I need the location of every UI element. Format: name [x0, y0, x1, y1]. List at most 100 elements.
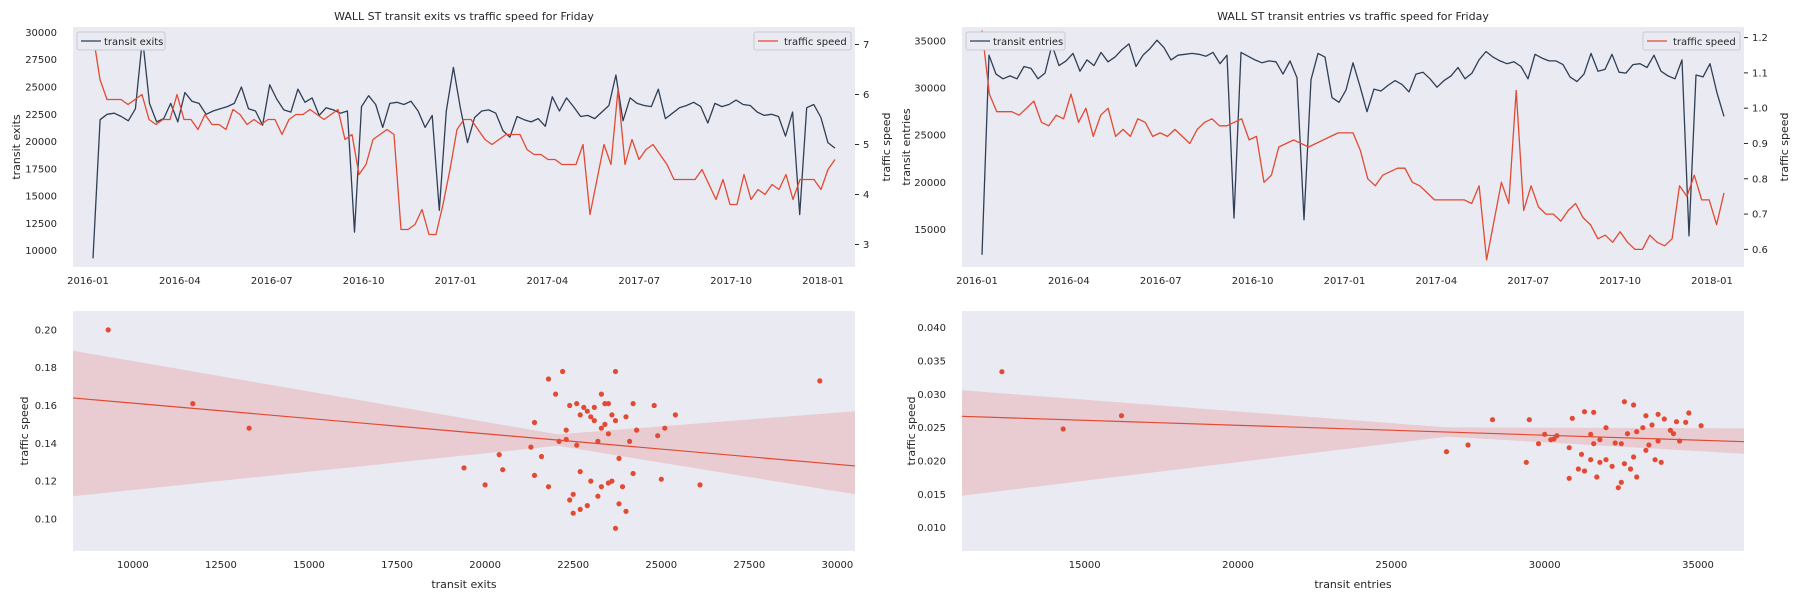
- x-axis-ticks: 2016-01 2016-04 2016-07 2016-10 2017-01 2017-…: [67, 276, 844, 287]
- scatter-point: [598, 391, 605, 397]
- legend-right: traffic speed: [1642, 31, 1741, 51]
- series-line-transit-entries: [981, 39, 1725, 255]
- scatter-point: [577, 412, 583, 418]
- scatter-point: [545, 484, 552, 490]
- y2-tick-label: 1.1: [1752, 68, 1768, 79]
- scatter-point: [556, 438, 562, 444]
- y-axis-ticks: 10000 12500 15000 17500 20000 22500 25000 27500…: [25, 28, 57, 257]
- scatter-point: [1542, 431, 1548, 437]
- y2-tick-label: 3: [863, 240, 869, 251]
- scatter-point: [570, 510, 576, 516]
- y-axis-ticks: 0.010 0.015 0.020 0.025 0.030 0.035 0.040: [917, 323, 946, 534]
- scatter-point: [560, 368, 566, 375]
- y2-tick-label: 0.6: [1752, 245, 1768, 256]
- y-axis-label: transit entries: [900, 108, 913, 186]
- y-axis-label: transit exits: [10, 114, 23, 180]
- x-tick-label: 2017-04: [526, 276, 568, 287]
- y2-tick-label: 1.0: [1752, 104, 1768, 115]
- scatter-point: [1673, 419, 1680, 425]
- scatter-point: [482, 482, 488, 488]
- scatter-point: [1643, 413, 1649, 419]
- scatter-point: [1618, 441, 1624, 447]
- scatter-point: [605, 431, 612, 437]
- x-tick-label: 2017-01: [1324, 276, 1366, 287]
- x-axis-ticks: 15000 20000 25000 30000 35000: [1069, 560, 1714, 571]
- scatter-point: [655, 433, 661, 439]
- panel-exits-scatter: transit exits traffic speed 10000 12500 15…: [18, 311, 856, 591]
- scatter-point: [563, 436, 569, 443]
- scatter-point: [1677, 438, 1683, 444]
- y-axis-ticks: 0.10 0.12 0.14 0.16 0.18 0.20: [35, 325, 57, 525]
- scatter-point: [105, 327, 111, 333]
- scatter-point: [246, 425, 252, 431]
- scatter-point: [1554, 433, 1560, 439]
- y-tick-label: 0.035: [917, 357, 946, 368]
- scatter-point: [1603, 457, 1609, 463]
- y-tick-label: 0.040: [917, 323, 946, 334]
- y-tick-label: 0.14: [35, 439, 57, 450]
- y-tick-label: 0.18: [35, 363, 57, 374]
- x-tick-label: 2017-10: [710, 276, 752, 287]
- y2-tick-label: 0.9: [1752, 139, 1768, 150]
- scatter-point: [598, 425, 605, 431]
- y-tick-label: 35000: [914, 37, 946, 48]
- panel-exits-timeseries: WALL ST transit exits vs traffic speed f…: [10, 10, 893, 287]
- scatter-point: [1523, 459, 1529, 465]
- y-tick-label: 0.015: [917, 490, 946, 501]
- scatter-point: [1627, 466, 1634, 472]
- scatter-point: [567, 497, 573, 503]
- scatter-point: [1621, 399, 1627, 405]
- scatter-point: [999, 369, 1005, 375]
- scatter-point: [672, 412, 679, 418]
- x-tick-label: 2017-07: [618, 276, 660, 287]
- scatter-point: [651, 402, 657, 409]
- scatter-point: [817, 378, 823, 384]
- scatter-point: [531, 419, 538, 426]
- y2-tick-label: 0.7: [1752, 210, 1768, 221]
- scatter-marks: [72, 327, 856, 531]
- y2-tick-label: 0.8: [1752, 174, 1768, 185]
- panel-entries-scatter: transit entries traffic speed 15000 20000…: [905, 311, 1745, 591]
- scatter-point: [1655, 438, 1661, 444]
- scatter-point: [1615, 485, 1621, 491]
- scatter-point: [581, 404, 587, 410]
- y2-tick-label: 4: [863, 190, 869, 201]
- chart-title: WALL ST transit entries vs traffic speed…: [1217, 10, 1489, 23]
- scatter-point: [598, 484, 605, 490]
- scatter-point: [662, 425, 668, 431]
- scatter-point: [630, 401, 636, 407]
- scatter-point: [570, 491, 576, 497]
- scatter-point: [1686, 410, 1692, 416]
- legend-label: transit exits: [104, 37, 163, 48]
- y-axis-label: traffic speed: [905, 397, 918, 466]
- scatter-point: [616, 501, 622, 507]
- scatter-point: [605, 401, 612, 407]
- scatter-point: [612, 525, 619, 531]
- scatter-point: [1683, 419, 1689, 425]
- x-tick-label: 2016-07: [1140, 276, 1182, 287]
- scatter-point: [619, 484, 626, 490]
- scatter-point: [553, 391, 559, 397]
- scatter-point: [588, 414, 594, 420]
- y-tick-label: 15000: [25, 192, 57, 203]
- x-tick-label: 12500: [205, 560, 237, 571]
- y-tick-label: 0.20: [35, 325, 57, 336]
- scatter-point: [1581, 468, 1588, 474]
- y-tick-label: 17500: [25, 164, 57, 175]
- scatter-point: [588, 478, 594, 484]
- scatter-point: [623, 508, 629, 514]
- scatter-point: [1603, 425, 1609, 431]
- scatter-point: [538, 453, 545, 460]
- series-lines: [981, 30, 1725, 261]
- scatter-point: [1591, 409, 1597, 415]
- scatter-point: [190, 401, 196, 407]
- scatter-point: [1535, 441, 1542, 447]
- confidence-band: [73, 350, 855, 497]
- scatter-point: [545, 376, 552, 382]
- x-axis-ticks: 2016-01 2016-04 2016-07 2016-10 2017-01 2017-…: [956, 276, 1733, 287]
- plot-area: [73, 27, 855, 267]
- regression-line: [961, 415, 1745, 443]
- y-tick-label: 22500: [25, 110, 57, 121]
- scatter-point: [1646, 442, 1652, 448]
